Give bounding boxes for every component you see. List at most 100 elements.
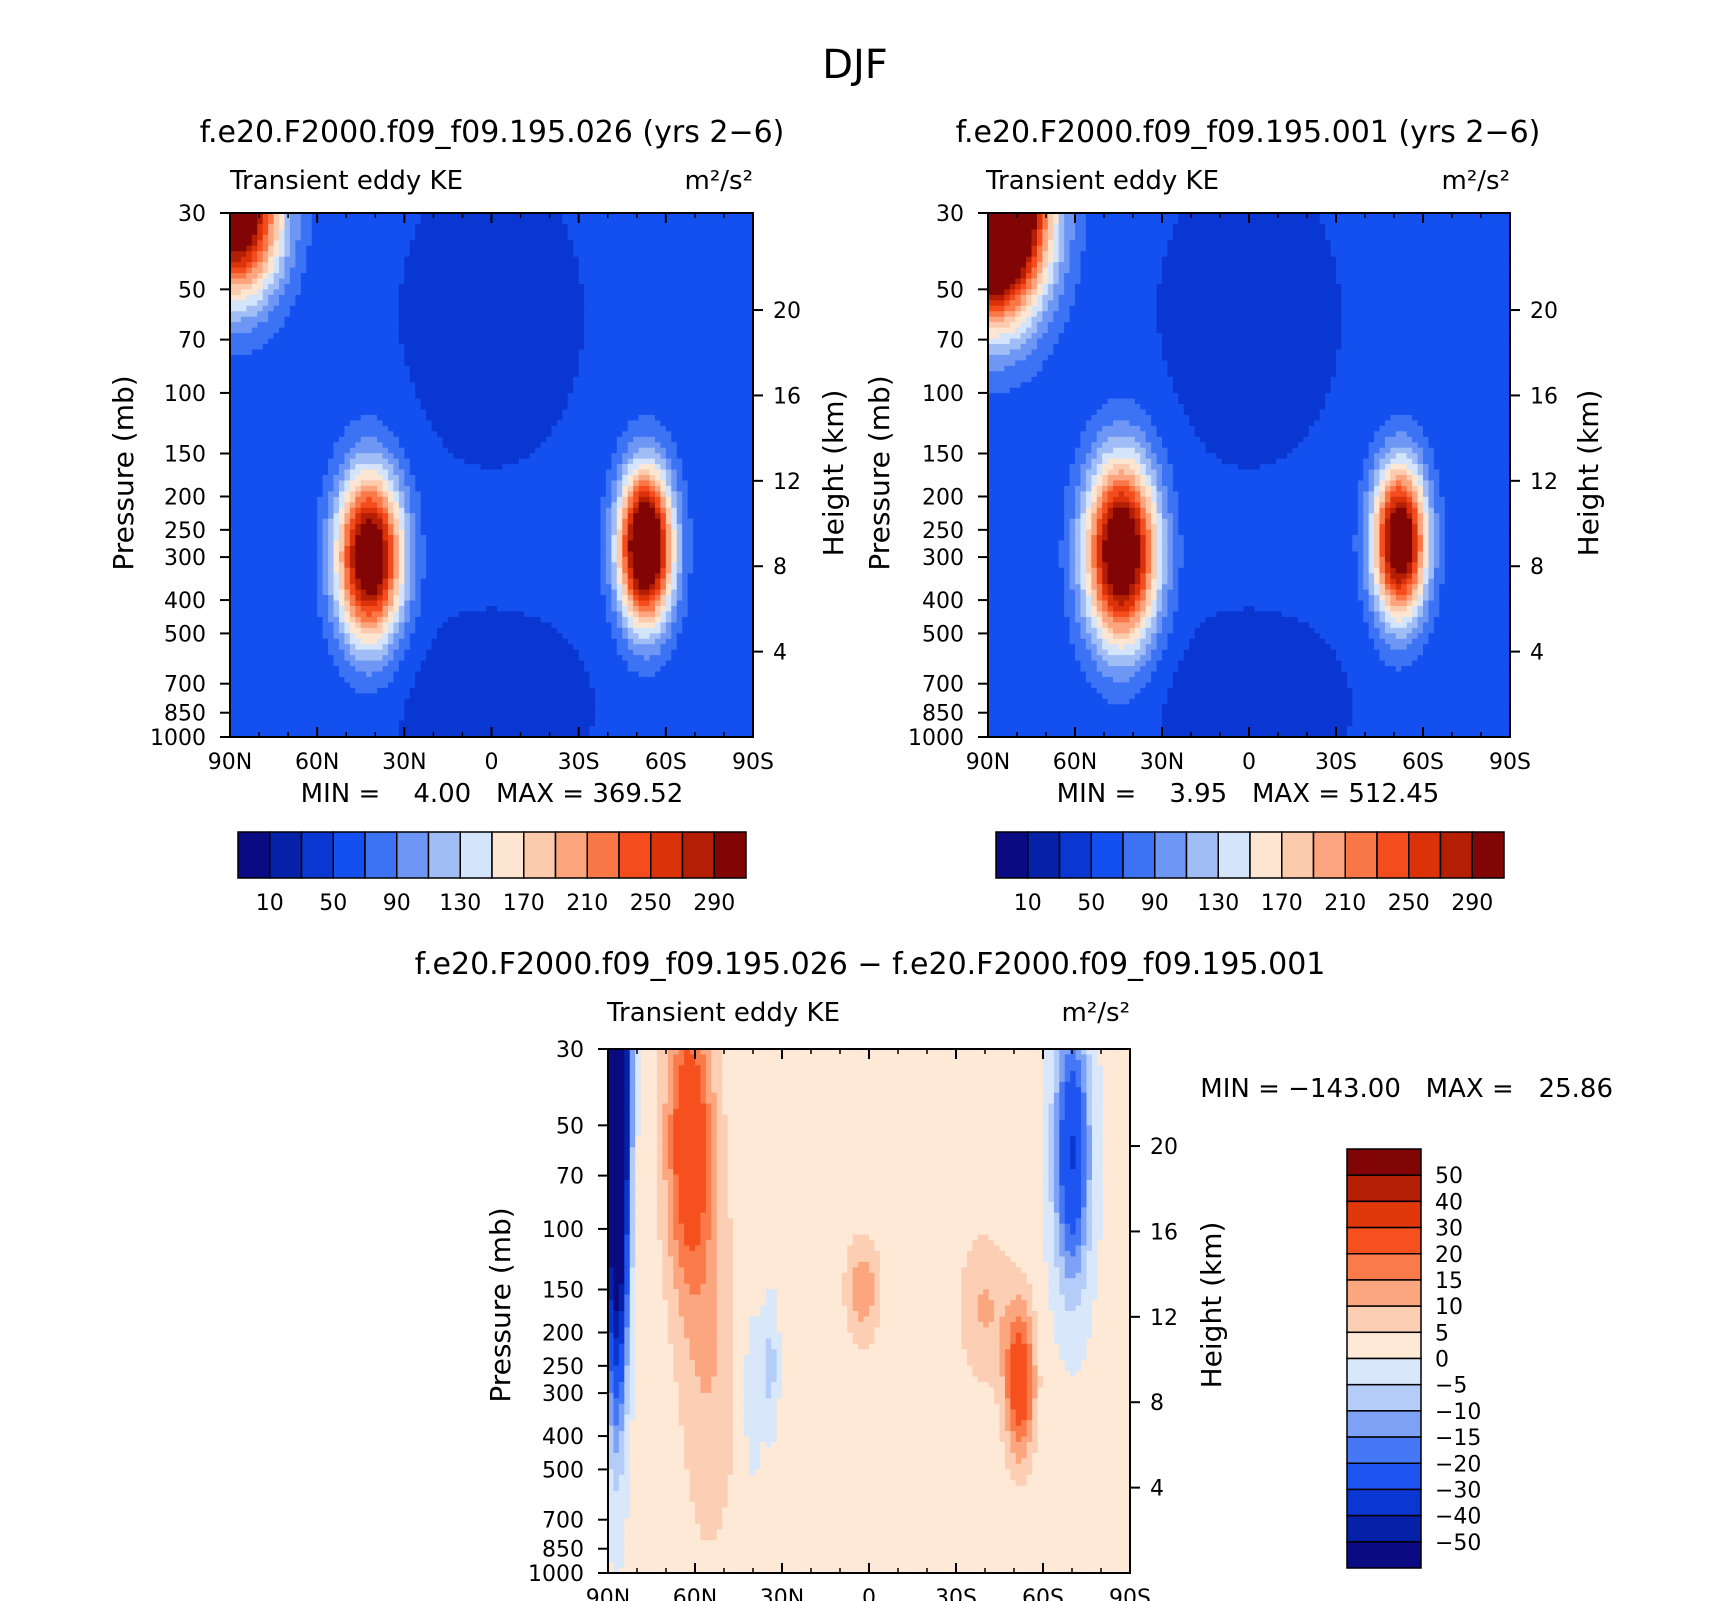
field-cell: [677, 480, 683, 486]
field-cell: [383, 491, 389, 497]
field-cell: [475, 295, 481, 301]
field-cell: [682, 246, 688, 252]
field-cell: [323, 284, 329, 290]
field-cell: [633, 306, 639, 312]
field-cell: [660, 404, 666, 410]
field-cell: [699, 486, 705, 492]
field-cell: [573, 224, 579, 230]
field-cell: [268, 262, 274, 268]
field-cell: [639, 306, 645, 312]
field-cell: [595, 311, 601, 317]
field-cell: [639, 360, 645, 366]
field-cell: [726, 459, 732, 465]
field-cell: [742, 464, 748, 470]
field-cell: [519, 317, 525, 323]
field-cell: [459, 415, 465, 421]
field-cell: [404, 311, 410, 317]
field-cell: [257, 268, 263, 274]
field-cell: [655, 437, 661, 443]
field-cell: [334, 339, 340, 345]
field-cell: [551, 344, 557, 350]
field-cell: [671, 382, 677, 388]
field-cell: [573, 279, 579, 285]
field-cell: [688, 453, 694, 459]
field-cell: [339, 415, 345, 421]
field-cell: [502, 360, 508, 366]
field-cell: [421, 355, 427, 361]
field-cell: [590, 344, 596, 350]
field-cell: [693, 246, 699, 252]
field-cell: [524, 486, 530, 492]
field-cell: [355, 453, 361, 459]
field-cell: [334, 349, 340, 355]
field-cell: [404, 344, 410, 350]
field-cell: [432, 349, 438, 355]
field-cell: [252, 218, 258, 224]
field-cell: [720, 470, 726, 476]
field-cell: [459, 229, 465, 235]
field-cell: [535, 377, 541, 383]
field-cell: [524, 491, 530, 497]
field-cell: [290, 464, 296, 470]
field-cell: [328, 464, 334, 470]
field-cell: [328, 279, 334, 285]
field-cell: [660, 388, 666, 394]
field-cell: [731, 279, 737, 285]
field-cell: [350, 339, 356, 345]
field-cell: [611, 393, 617, 399]
field-cell: [279, 284, 285, 290]
field-cell: [546, 306, 552, 312]
field-cell: [274, 218, 280, 224]
field-cell: [688, 360, 694, 366]
field-cell: [622, 240, 628, 246]
field-cell: [301, 284, 307, 290]
field-cell: [470, 289, 476, 295]
field-cell: [393, 470, 399, 476]
field-cell: [720, 437, 726, 443]
field-cell: [372, 491, 378, 497]
field-cell: [453, 448, 459, 454]
field-cell: [235, 382, 241, 388]
field-cell: [393, 306, 399, 312]
field-cell: [562, 399, 568, 405]
field-cell: [432, 459, 438, 465]
field-cell: [312, 426, 318, 432]
field-cell: [426, 235, 432, 241]
field-cell: [519, 344, 525, 350]
field-cell: [328, 399, 334, 405]
field-cell: [252, 448, 258, 454]
field-cell: [355, 306, 361, 312]
field-cell: [584, 306, 590, 312]
field-cell: [459, 448, 465, 454]
field-cell: [513, 333, 519, 339]
field-cell: [268, 393, 274, 399]
field-cell: [263, 415, 269, 421]
field-cell: [660, 344, 666, 350]
field-cell: [551, 300, 557, 306]
field-cell: [328, 448, 334, 454]
field-cell: [688, 328, 694, 334]
field-cell: [366, 371, 372, 377]
field-cell: [377, 426, 383, 432]
field-cell: [246, 475, 252, 481]
field-cell: [383, 448, 389, 454]
field-cell: [742, 453, 748, 459]
field-cell: [551, 251, 557, 257]
field-cell: [388, 437, 394, 443]
field-cell: [693, 470, 699, 476]
field-cell: [742, 257, 748, 263]
field-cell: [361, 459, 367, 465]
field-cell: [241, 453, 247, 459]
field-cell: [459, 382, 465, 388]
field-cell: [437, 235, 443, 241]
field-cell: [475, 344, 481, 350]
field-cell: [404, 333, 410, 339]
field-cell: [742, 240, 748, 246]
field-cell: [393, 251, 399, 257]
field-cell: [284, 322, 290, 328]
field-cell: [726, 333, 732, 339]
field-cell: [530, 251, 536, 257]
field-cell: [688, 246, 694, 252]
field-cell: [633, 366, 639, 372]
field-cell: [639, 486, 645, 492]
